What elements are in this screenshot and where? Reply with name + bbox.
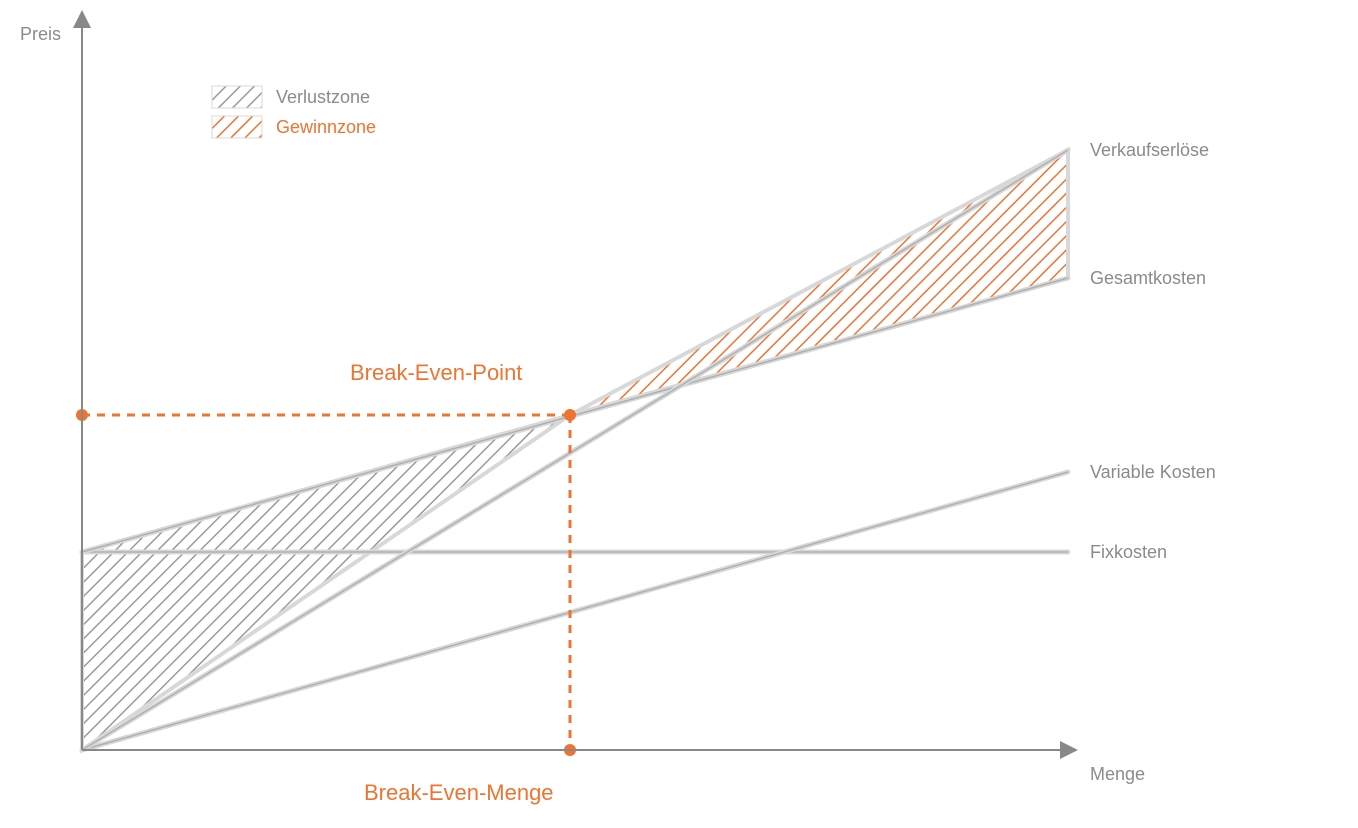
x-axis-label: Menge: [1090, 764, 1145, 784]
verkaufserloese-label: Verkaufserlöse: [1090, 140, 1209, 160]
legend-label-gewinnzone: Gewinnzone: [276, 117, 376, 137]
gesamtkosten-label: Gesamtkosten: [1090, 268, 1206, 288]
break-even-menge-label: Break-Even-Menge: [364, 780, 554, 805]
fixkosten-label: Fixkosten: [1090, 542, 1167, 562]
legend-swatch-gewinnzone: [212, 116, 262, 138]
break-even-point-dot: [564, 409, 576, 421]
y-axis-label: Preis: [20, 24, 61, 44]
legend-swatch-verlustzone: [212, 86, 262, 108]
break-even-point-label: Break-Even-Point: [350, 360, 522, 385]
legend-label-verlustzone: Verlustzone: [276, 87, 370, 107]
variable-label: Variable Kosten: [1090, 462, 1216, 482]
